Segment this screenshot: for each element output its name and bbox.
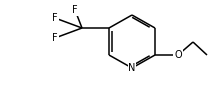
- Text: N: N: [128, 63, 136, 73]
- Text: F: F: [72, 5, 78, 15]
- Text: O: O: [174, 50, 182, 60]
- Text: F: F: [52, 13, 58, 23]
- Text: F: F: [52, 33, 58, 43]
